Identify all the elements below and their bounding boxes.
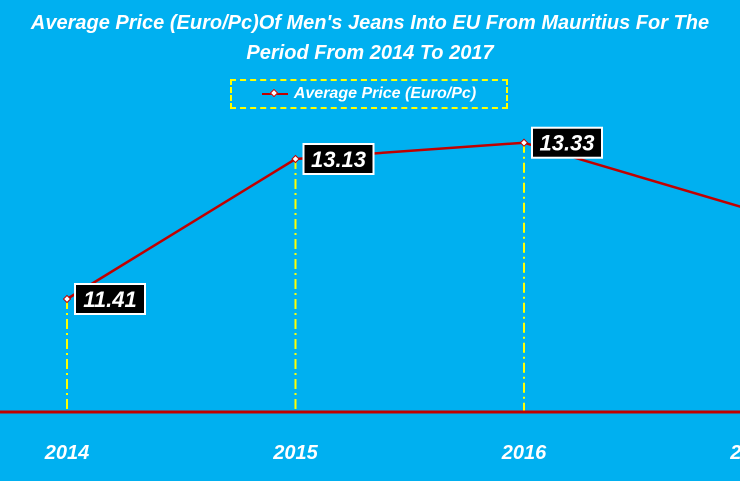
x-tick-label-2017: 2017 [729,442,740,464]
data-label-box-2016 [531,126,603,159]
legend-label: Average Price (Euro/Pc) [293,85,477,102]
chart-legend: Average Price (Euro/Pc) [230,79,508,109]
chart-title-line-1: Average Price (Euro/Pc)Of Men's Jeans In… [30,12,710,34]
data-label-box-2014 [74,283,146,315]
data-point-2016 [519,138,529,147]
data-label-2014: 11.41 [83,287,136,312]
x-tick-label-2015: 2015 [272,442,318,464]
x-tick-label-2016: 2016 [501,442,547,464]
data-label-box-2015 [302,143,375,175]
data-label-2016: 13.33 [539,131,594,156]
data-point-2015 [291,154,300,164]
x-tick-label-2014: 2014 [44,442,90,464]
data-point-2014 [62,294,72,304]
series-line [66,141,740,301]
data-label-2015: 13.13 [311,147,366,172]
chart-title-line-2: Period From 2014 To 2017 [246,42,494,64]
chart-title: Average Price (Euro/Pc)Of Men's Jeans In… [0,8,740,68]
legend-line-marker-icon [261,88,288,98]
